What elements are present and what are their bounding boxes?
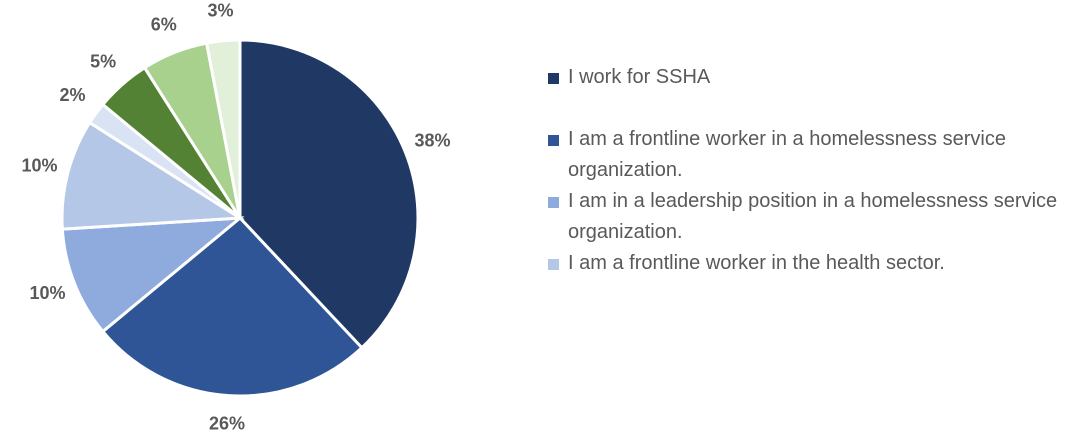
pie-area: 38% 26% 10% 10% 2%5% 6% 3% — [21, 1, 450, 431]
legend: I work for SSHA I am a frontline worker i… — [548, 62, 1088, 279]
legend-label: I am in a leadership position in a homel… — [568, 190, 1058, 243]
legend-item: I am in a leadership position in a homel… — [548, 186, 1088, 248]
pie-slice — [60, 216, 245, 334]
legend-label: I am a frontline worker in a homelessnes… — [568, 128, 1006, 181]
legend-item: I am a frontline worker in the health se… — [548, 248, 1088, 279]
data-label: 5% — [90, 51, 116, 71]
legend-swatch — [548, 259, 559, 270]
data-label: 26% — [209, 413, 245, 431]
data-label: 10% — [21, 155, 57, 175]
legend-swatch — [548, 73, 559, 84]
pie-slice — [238, 38, 420, 350]
data-label: 38% — [414, 131, 450, 151]
legend-swatch — [548, 135, 559, 146]
data-label: 3% — [208, 1, 234, 21]
data-label: 10% — [30, 283, 66, 303]
legend-label: I work for SSHA — [568, 66, 711, 88]
data-label: 6% — [151, 14, 177, 34]
legend-item: I am a frontline worker in a homelessnes… — [548, 124, 1088, 186]
legend-swatch — [548, 197, 559, 208]
pie-slice — [60, 120, 245, 231]
pie-slice — [204, 38, 242, 219]
legend-label: I am a frontline worker in the health se… — [568, 252, 945, 274]
data-label: 2% — [60, 85, 86, 105]
pie-slice — [100, 215, 364, 398]
legend-item: I work for SSHA — [548, 62, 1088, 93]
